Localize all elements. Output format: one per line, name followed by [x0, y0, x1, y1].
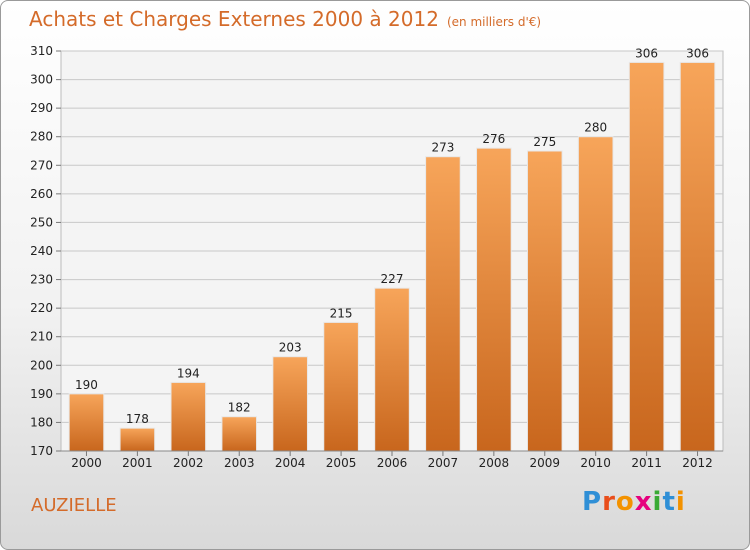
logo-letter: P — [582, 487, 603, 517]
y-tick-label: 190 — [30, 387, 53, 401]
y-tick-label: 240 — [30, 244, 53, 258]
logo-letter: t — [662, 487, 676, 517]
data-label: 178 — [126, 412, 149, 426]
chart-title: Achats et Charges Externes 2000 à 2012 (e… — [29, 7, 541, 31]
data-label: 273 — [431, 141, 454, 155]
bar — [323, 321, 359, 452]
place-name: AUZIELLE — [31, 495, 117, 516]
data-label: 203 — [279, 341, 302, 355]
bar — [68, 393, 105, 452]
y-tick-label: 210 — [30, 330, 53, 344]
x-tick-label: 2002 — [173, 456, 204, 470]
data-label: 275 — [533, 135, 556, 149]
bar — [476, 147, 512, 452]
bar — [679, 61, 716, 452]
x-tick-label: 2003 — [224, 456, 255, 470]
bar — [425, 156, 461, 452]
bar — [170, 381, 207, 452]
y-tick-label: 280 — [30, 130, 53, 144]
y-tick-label: 300 — [30, 73, 53, 87]
bar — [526, 150, 563, 452]
bar — [628, 61, 665, 452]
y-tick-label: 310 — [30, 44, 53, 58]
y-tick-label: 230 — [30, 273, 53, 287]
data-label: 215 — [330, 306, 353, 320]
x-tick-label: 2000 — [71, 456, 102, 470]
x-tick-label: 2006 — [377, 456, 408, 470]
title-unit: (en milliers d'€) — [446, 15, 542, 29]
x-tick-label: 2011 — [631, 456, 662, 470]
data-label: 182 — [228, 401, 251, 415]
logo-letter: x — [634, 487, 653, 517]
bar — [374, 287, 410, 452]
data-label: 276 — [482, 132, 505, 146]
y-tick-label: 170 — [30, 444, 53, 458]
proxiti-logo: Proxiti — [582, 487, 686, 517]
bar — [119, 427, 156, 452]
x-tick-label: 2001 — [122, 456, 153, 470]
y-tick-label: 180 — [30, 415, 53, 429]
title-text: Achats et Charges Externes 2000 à 2012 — [29, 7, 439, 31]
y-tick-label: 260 — [30, 187, 53, 201]
data-label: 194 — [177, 366, 200, 380]
x-tick-label: 2007 — [428, 456, 459, 470]
logo-letter: i — [652, 487, 663, 517]
y-tick-label: 200 — [30, 358, 53, 372]
y-tick-label: 270 — [30, 158, 53, 172]
data-label: 280 — [584, 121, 607, 135]
data-label: 306 — [635, 46, 658, 60]
x-tick-label: 2005 — [326, 456, 357, 470]
logo-letter: o — [615, 487, 635, 517]
data-label: 227 — [381, 272, 404, 286]
x-tick-label: 2008 — [479, 456, 510, 470]
y-tick-label: 290 — [30, 101, 53, 115]
y-tick-label: 220 — [30, 301, 53, 315]
bar — [577, 136, 614, 452]
logo-letter: r — [602, 487, 616, 517]
bar — [221, 416, 258, 452]
x-tick-label: 2010 — [580, 456, 611, 470]
y-tick-label: 250 — [30, 215, 53, 229]
x-tick-label: 2004 — [275, 456, 306, 470]
data-label: 306 — [686, 46, 709, 60]
bar — [272, 356, 308, 452]
x-tick-label: 2009 — [529, 456, 560, 470]
data-label: 190 — [75, 378, 98, 392]
logo-letter: i — [675, 487, 686, 517]
x-tick-label: 2012 — [682, 456, 713, 470]
